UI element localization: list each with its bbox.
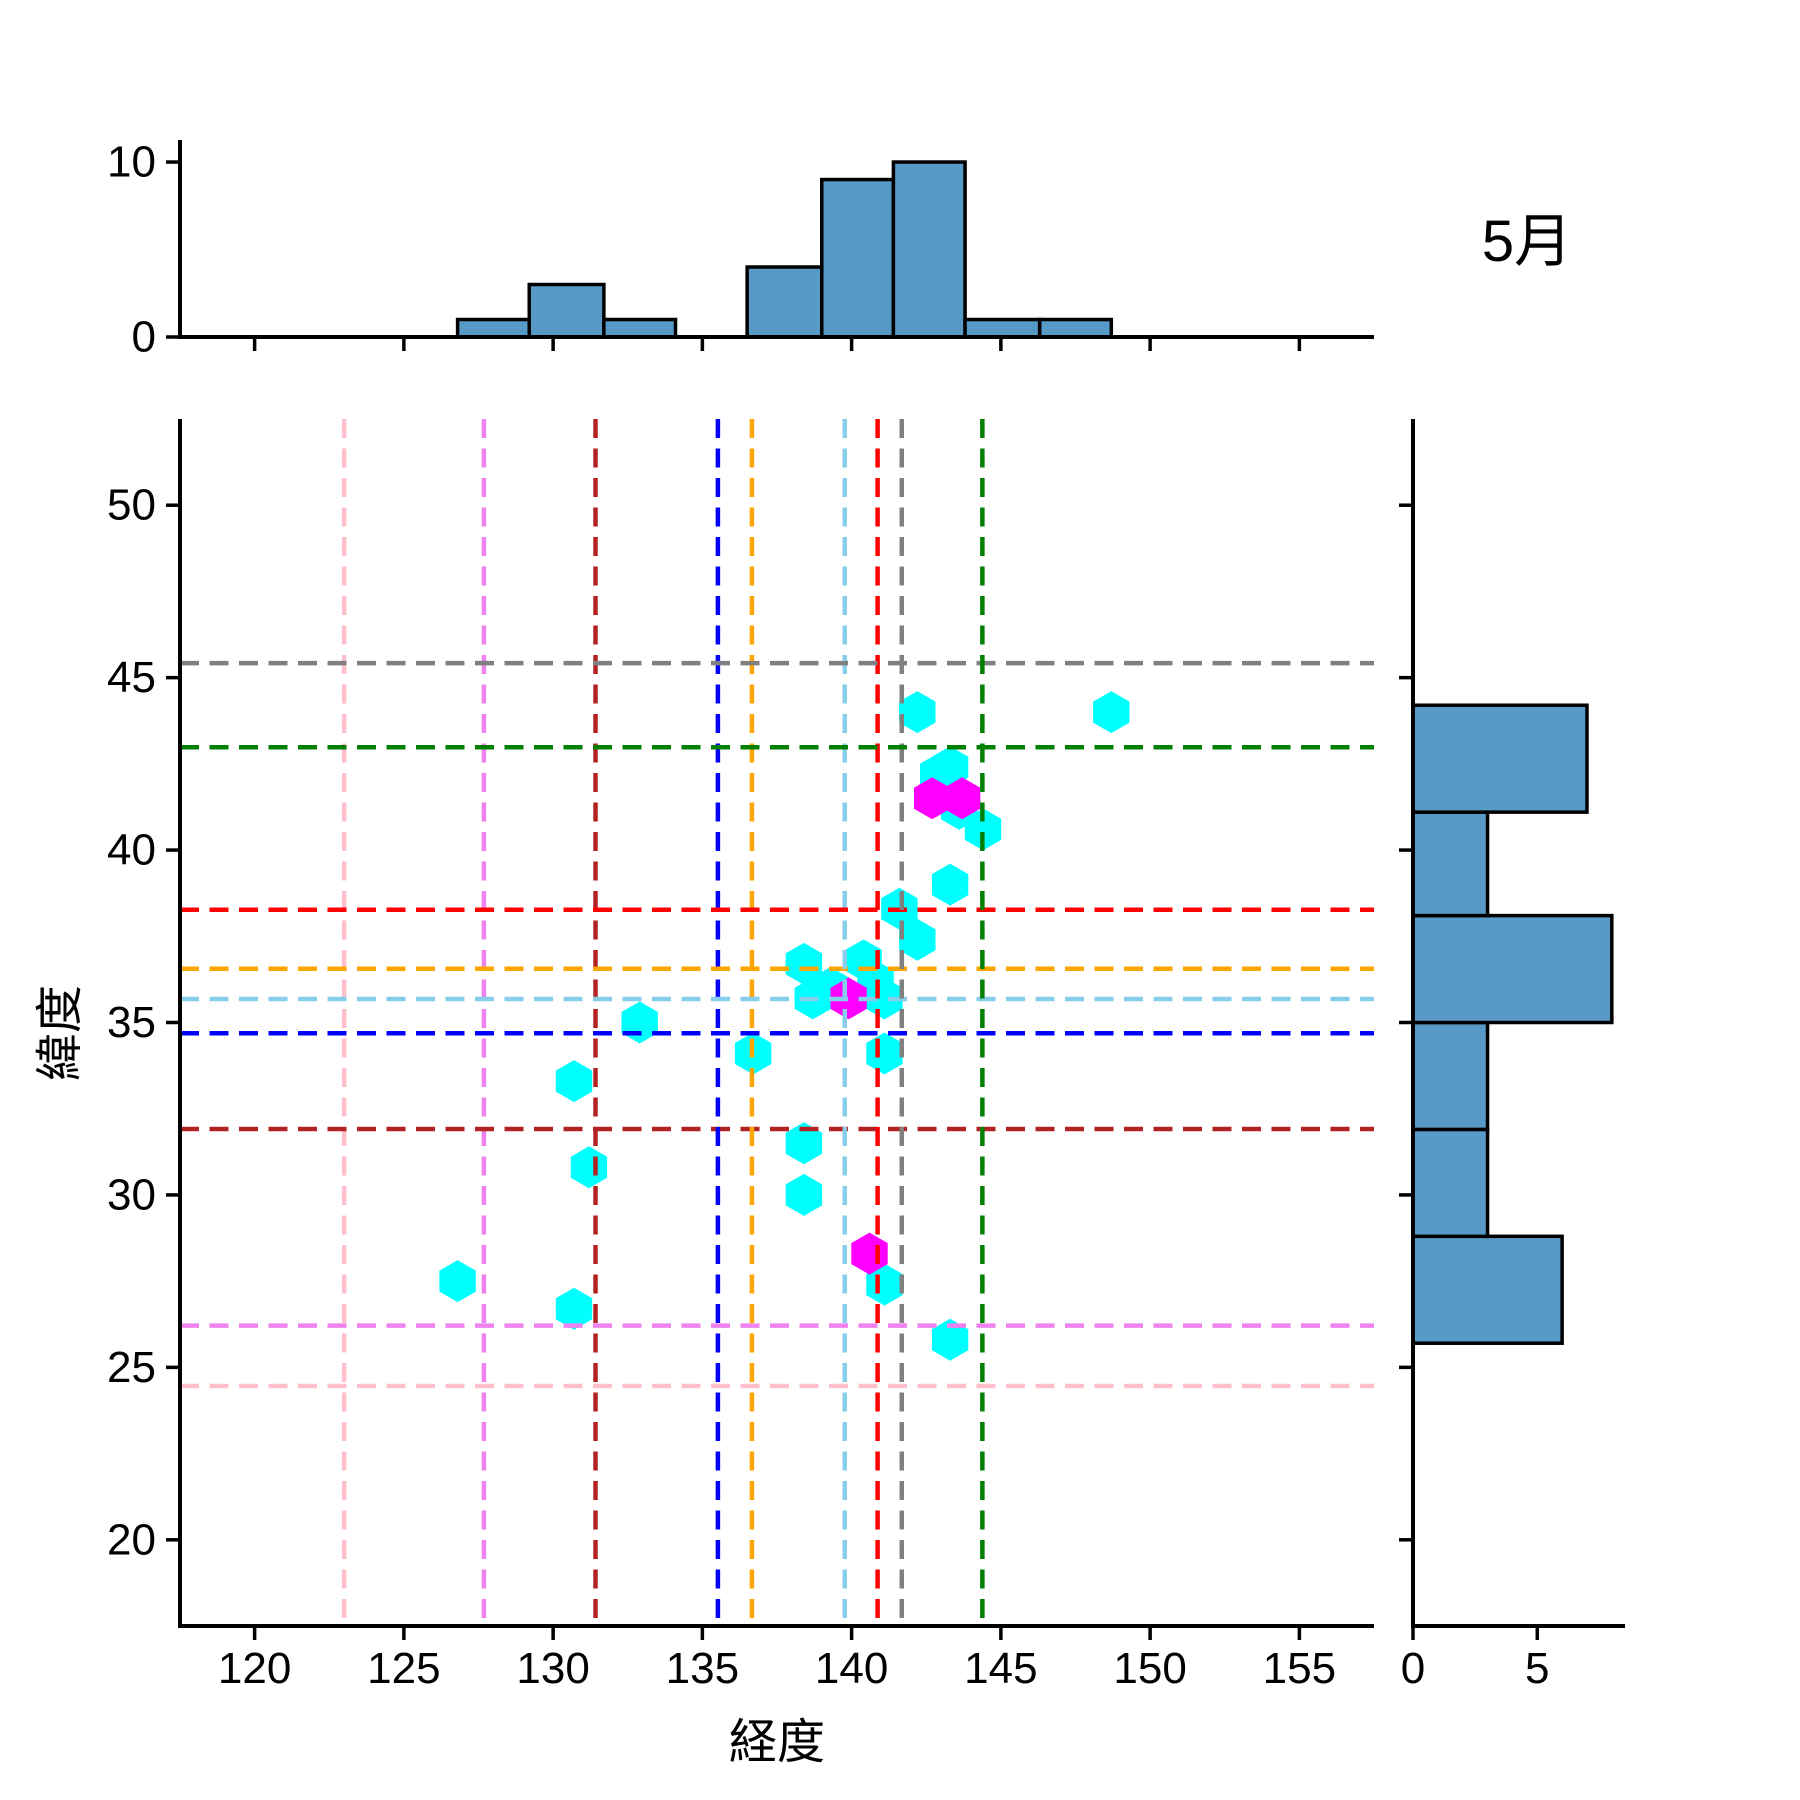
hexagon-marker-points-cyan [555, 1287, 593, 1330]
main-x-tick-label: 130 [516, 1644, 589, 1693]
top-histogram-bar [527, 282, 606, 339]
right-hist-x-tick-label: 0 [1401, 1644, 1425, 1693]
right-histogram-bar [1411, 810, 1490, 918]
top-histogram-bar [745, 265, 824, 339]
hexagon-marker-points-cyan [866, 1032, 903, 1075]
hexagon-marker-points-cyan [1093, 691, 1130, 734]
hexagon-marker-points-cyan [899, 918, 936, 961]
hexagon-marker-points-cyan [785, 942, 823, 985]
main-y-tick-label: 50 [107, 481, 156, 530]
hexagon-marker-points-cyan [931, 1318, 969, 1361]
hexagon-marker-points-cyan [785, 1173, 823, 1216]
right-histogram-bar [1411, 1234, 1564, 1345]
hexagon-marker-points-cyan [555, 1060, 593, 1103]
hexagon-marker-points-magenta [943, 777, 981, 820]
main-x-tick-label: 150 [1113, 1644, 1186, 1693]
main-y-tick-label: 45 [107, 653, 156, 702]
top-histogram-bar [963, 317, 1042, 339]
main-x-tick-label: 145 [964, 1644, 1037, 1693]
top-histogram-bar [602, 317, 678, 339]
hexagon-marker-points-cyan [899, 691, 936, 734]
hexagon-marker-points-magenta [851, 1232, 888, 1275]
chart-title: 5月 [1481, 209, 1573, 274]
main-y-tick-label: 25 [107, 1343, 156, 1392]
main-y-tick-label: 30 [107, 1170, 156, 1219]
main-x-tick-label: 135 [666, 1644, 739, 1693]
hexagon-marker-points-cyan [439, 1260, 476, 1303]
main-y-tick-label: 35 [107, 998, 156, 1047]
x-axis-label: 経度 [728, 1716, 825, 1769]
main-x-tick-label: 140 [815, 1644, 888, 1693]
hexagon-marker-points-cyan [931, 863, 969, 906]
top-hist-y-tick-label: 0 [132, 313, 156, 362]
hexagon-marker-points-cyan [621, 1001, 658, 1044]
hexagon-marker-points-magenta [914, 777, 951, 820]
main-y-tick-label: 20 [107, 1515, 156, 1564]
top-histogram-bar [820, 177, 896, 339]
hexagon-marker-points-magenta [830, 977, 867, 1020]
main-x-tick-label: 155 [1263, 1644, 1336, 1693]
top-histogram-bar [455, 317, 531, 339]
main-y-tick-label: 40 [107, 826, 156, 875]
y-axis-label: 緯度 [34, 985, 87, 1082]
hexagon-marker-points-cyan [570, 1146, 608, 1189]
right-histogram-bar [1411, 1127, 1490, 1239]
main-x-tick-label: 120 [218, 1644, 291, 1693]
right-histogram-bar [1411, 1020, 1490, 1132]
top-histogram-bar [891, 160, 967, 339]
hexagon-marker-points-cyan [866, 1263, 903, 1306]
top-hist-y-tick-label: 10 [107, 138, 156, 187]
right-histogram-bar [1411, 703, 1589, 814]
hexagon-marker-points-cyan [931, 746, 969, 789]
hexagon-marker-points-cyan [785, 1122, 823, 1165]
hexagon-marker-points-cyan [964, 808, 1002, 851]
right-histogram-bar [1411, 913, 1614, 1025]
right-hist-x-tick-label: 5 [1525, 1644, 1549, 1693]
top-histogram-bar [1037, 317, 1114, 339]
main-x-tick-label: 125 [367, 1644, 440, 1693]
